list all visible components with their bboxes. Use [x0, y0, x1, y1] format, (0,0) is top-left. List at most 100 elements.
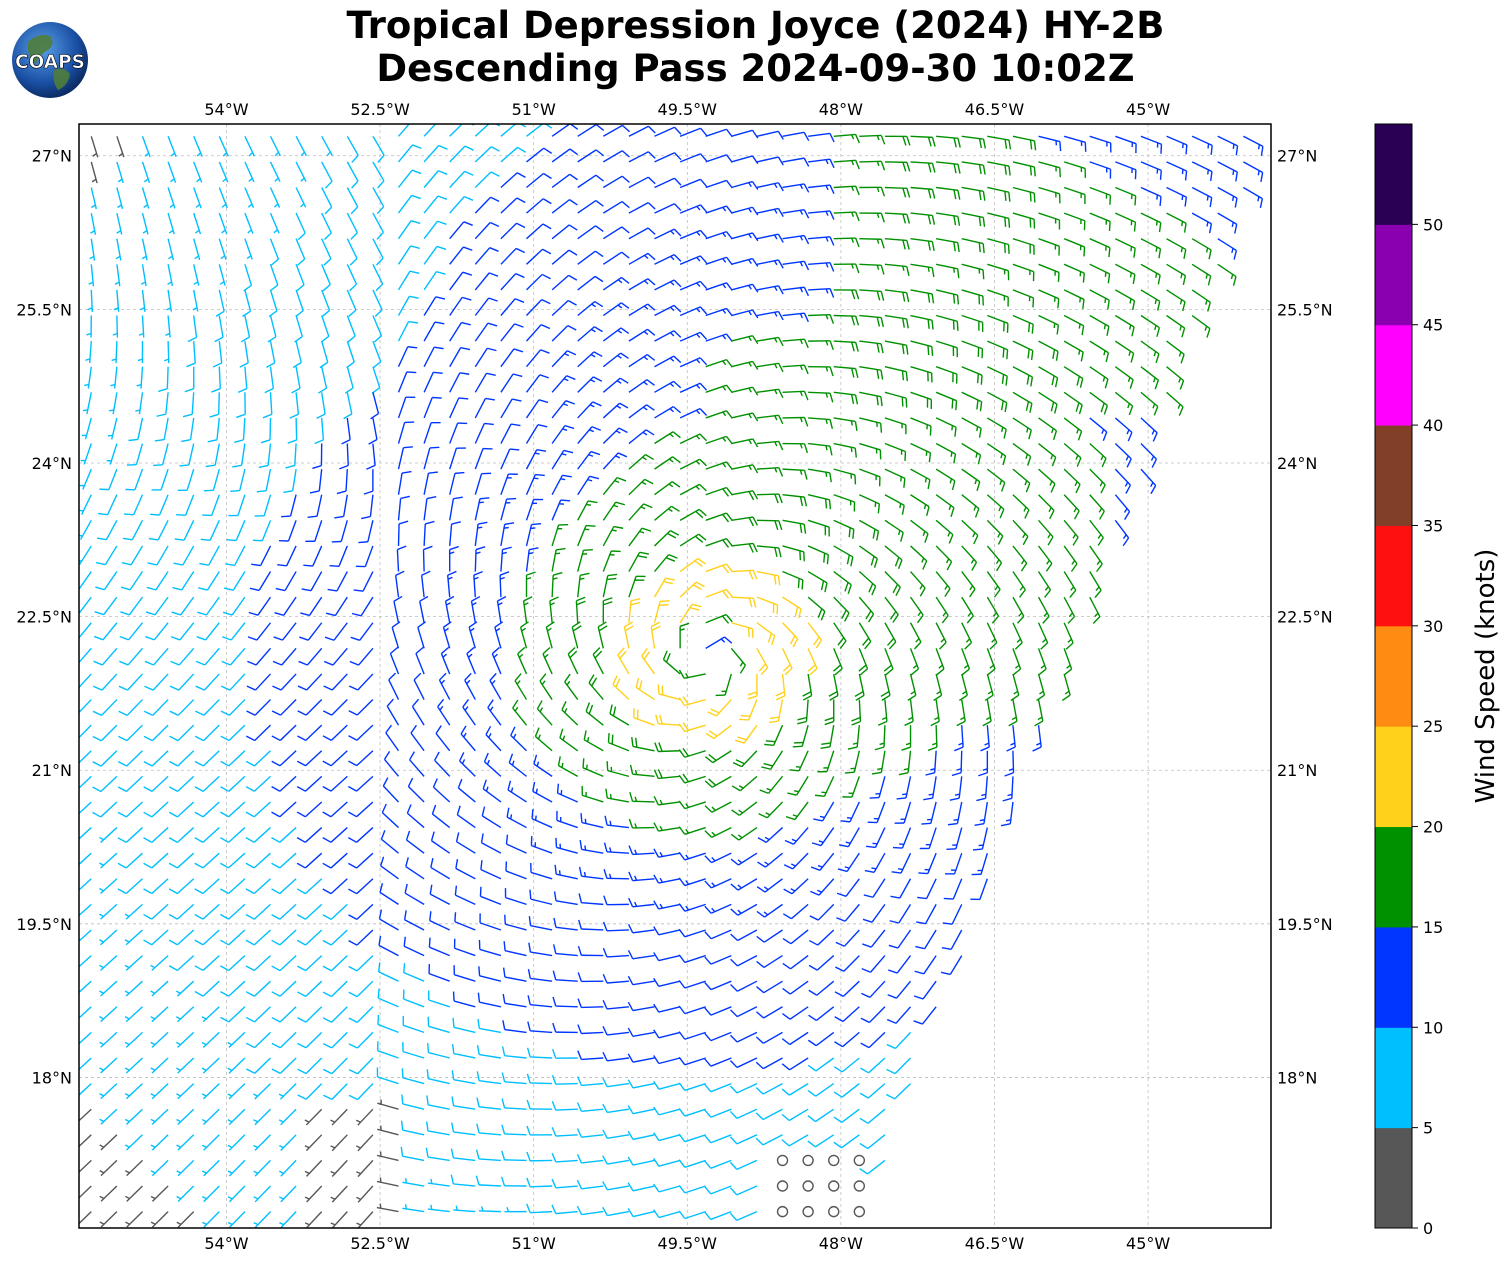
wind-barb [935, 340, 959, 358]
wind-barb [227, 1211, 246, 1228]
wind-barb [1114, 494, 1131, 520]
wind-barb [526, 1177, 553, 1188]
wind-barb [807, 622, 823, 649]
wind-barb [910, 135, 936, 147]
wind-barb [449, 346, 471, 368]
wind-barb [836, 878, 860, 897]
wind-barb [205, 443, 220, 468]
wind-barb [1038, 161, 1061, 178]
wind-barb [1089, 135, 1112, 153]
wind-barb [730, 878, 758, 891]
wind-barb [527, 968, 553, 982]
wind-barb [430, 858, 451, 880]
wind-barb [678, 773, 706, 784]
wind-barb [653, 1029, 681, 1039]
wind-barb [194, 980, 220, 997]
wind-barb [322, 1006, 348, 1023]
wind-barb [986, 571, 1001, 598]
wind-barb [654, 380, 682, 393]
wind-barb [533, 754, 553, 777]
wind-barb [348, 724, 374, 741]
wind-barb [143, 929, 169, 946]
wind-barb [494, 621, 504, 649]
wind-barb [411, 698, 425, 726]
wind-barb [863, 878, 886, 898]
wind-barb [705, 435, 733, 445]
wind-barb [833, 596, 850, 622]
wind-barb [1038, 366, 1059, 388]
wind-barb [782, 209, 810, 219]
wind-barb [344, 366, 354, 394]
wind-barb [884, 494, 905, 515]
wind-barb [627, 1053, 655, 1063]
wind-barb [913, 980, 937, 1000]
wind-barb [1166, 238, 1187, 259]
wind-barb [356, 1185, 374, 1203]
wind-barb [423, 496, 437, 521]
wind-barb [476, 1097, 501, 1110]
wind-barb [423, 321, 445, 342]
wind-barb [891, 852, 912, 874]
wind-barb [577, 149, 605, 163]
wind-barb [840, 801, 860, 823]
wind-barb [1012, 571, 1026, 598]
wind-barb [245, 980, 271, 997]
wind-barb [583, 730, 604, 752]
wind-barb [602, 597, 613, 623]
wind-barb [833, 314, 860, 326]
wind-barb [705, 486, 733, 497]
wind-barb [917, 878, 937, 900]
wind-barb [557, 756, 579, 777]
wind-barb [99, 1031, 118, 1048]
lat-tick-label: 24°N [32, 454, 72, 473]
wind-barb [756, 440, 784, 451]
wind-barb [704, 826, 732, 838]
wind-barb [884, 417, 907, 435]
wind-barb [833, 1134, 860, 1149]
wind-barb [318, 366, 328, 394]
wind-barb [961, 391, 983, 412]
wind-barb [377, 1041, 399, 1059]
wind-barb [334, 494, 348, 519]
wind-barb [935, 596, 949, 624]
wind-barb [1012, 648, 1022, 676]
gridlines [79, 124, 1271, 1228]
wind-barb [910, 366, 933, 383]
wind-barb [401, 1094, 425, 1110]
wind-barb [862, 903, 886, 923]
wind-barb [603, 842, 629, 854]
wind-barb [1115, 186, 1137, 206]
wind-barb [348, 1006, 374, 1023]
wind-barb [844, 750, 861, 774]
wind-barb [678, 928, 706, 938]
wind-barb [99, 1185, 118, 1202]
wind-barb [961, 596, 974, 624]
wind-barb [194, 724, 220, 742]
colorbar-bin [1375, 1027, 1412, 1129]
wind-barb [242, 289, 252, 317]
wind-barb [528, 942, 553, 957]
colorbar-tick-label: 50 [1423, 215, 1443, 234]
wind-barb [927, 725, 938, 752]
wind-barb [234, 417, 246, 443]
wind-barb [260, 417, 272, 444]
wind-barb [942, 904, 963, 925]
wind-barb [304, 1185, 323, 1203]
wind-barb [124, 903, 143, 920]
wind-barb [501, 1098, 527, 1110]
wind-barb [1089, 340, 1110, 363]
wind-barb [428, 937, 450, 957]
wind-barb [782, 286, 810, 297]
wind-barb [704, 980, 732, 991]
wind-barb [704, 1108, 732, 1118]
wind-barb [298, 647, 323, 666]
wind-barb [654, 330, 682, 342]
wind-barb [474, 546, 486, 572]
wind-barb [704, 1134, 732, 1144]
wind-barb [430, 831, 451, 854]
wind-barb [378, 909, 399, 931]
wind-barb [602, 352, 629, 368]
wind-barb [143, 903, 169, 920]
wind-barb [397, 495, 411, 521]
wind-barb [258, 443, 272, 469]
